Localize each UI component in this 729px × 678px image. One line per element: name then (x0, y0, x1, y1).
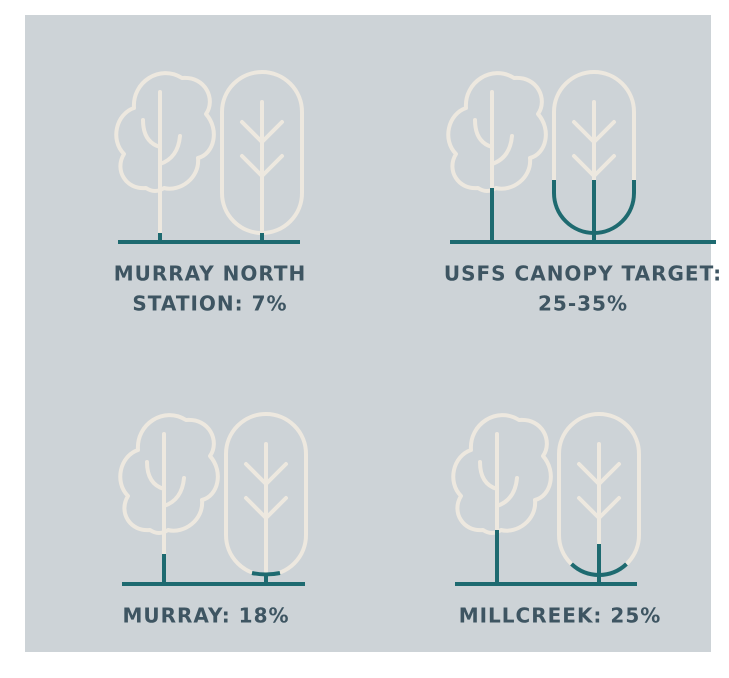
canopy-fill (251, 571, 281, 577)
tree-pair (114, 70, 304, 244)
tree-pair (118, 412, 308, 586)
round-tree (114, 71, 216, 193)
round-tree (118, 413, 220, 535)
tree-pair (451, 412, 641, 586)
panel-label: USFS CANOPY TARGET: (444, 262, 722, 286)
tall-tree-trunk (240, 100, 284, 244)
round-tree (451, 413, 553, 535)
panel-label: 25-35% (538, 292, 628, 316)
background-panel (25, 15, 711, 652)
panel-label: MURRAY NORTH (114, 262, 307, 286)
tall-tree-trunk (244, 442, 288, 586)
panel-label: MILLCREEK: 25% (459, 604, 662, 628)
panel-label: STATION: 7% (132, 292, 287, 316)
tree-pair (446, 70, 716, 244)
round-tree-trunk (141, 90, 182, 244)
panel-label: MURRAY: 18% (122, 604, 289, 628)
round-tree (446, 71, 548, 193)
